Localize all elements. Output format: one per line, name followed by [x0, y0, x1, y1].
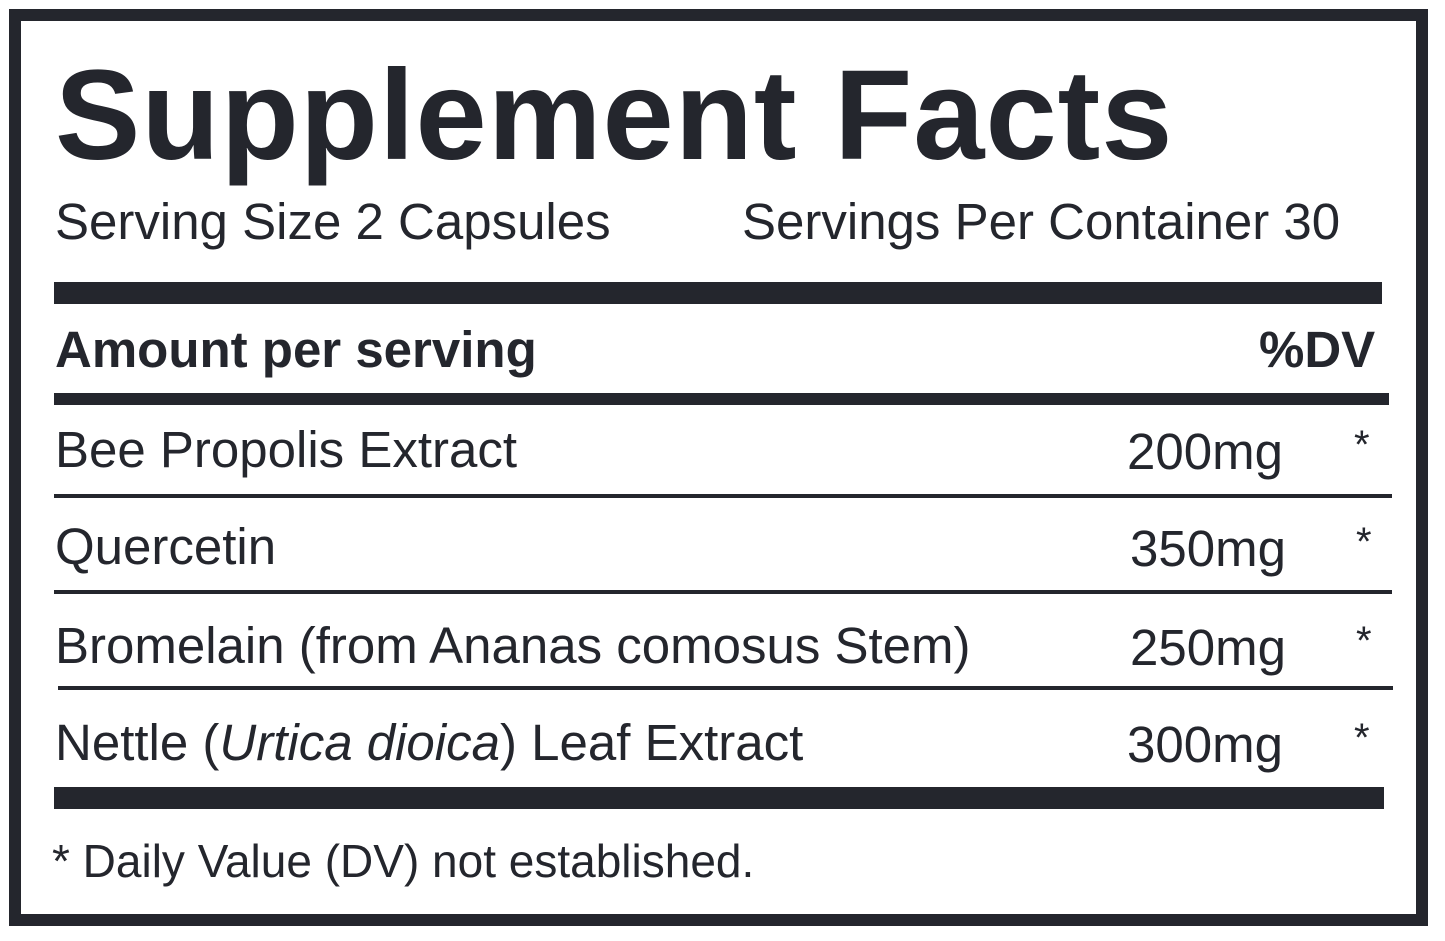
- servings-per-container: Servings Per Container 30: [742, 193, 1341, 250]
- panel-title: Supplement Facts: [55, 44, 1174, 187]
- supplement-facts-panel: [9, 9, 1428, 926]
- ingredient-latin-name: Urtica dioica: [219, 714, 500, 771]
- daily-value-header: %DV: [1259, 321, 1376, 378]
- ingredient-dv: *: [1356, 619, 1372, 663]
- serving-size: Serving Size 2 Capsules: [55, 193, 611, 250]
- ingredient-amount: 350mg: [1130, 520, 1286, 577]
- bottom-thick-divider: [54, 787, 1384, 809]
- ingredient-name: Bee Propolis Extract: [55, 421, 518, 478]
- ingredient-amount: 300mg: [1127, 716, 1283, 773]
- ingredient-dv: *: [1354, 423, 1370, 467]
- ingredient-name: Nettle (Urtica dioica) Leaf Extract: [55, 717, 803, 768]
- top-thick-divider: [54, 282, 1382, 304]
- ingredient-dv: *: [1356, 520, 1372, 564]
- ingredient-dv: *: [1354, 716, 1370, 760]
- amount-per-serving-header: Amount per serving: [55, 321, 537, 378]
- row-divider: [58, 686, 1393, 690]
- ingredient-name-prefix: Nettle (: [55, 714, 220, 771]
- ingredient-name-suffix: ) Leaf Extract: [500, 714, 804, 771]
- row-divider: [54, 494, 1392, 498]
- ingredient-amount: 200mg: [1127, 423, 1283, 480]
- header-divider: [54, 393, 1389, 405]
- ingredient-name: Quercetin: [55, 518, 277, 575]
- daily-value-footnote: * Daily Value (DV) not established.: [52, 835, 755, 887]
- row-divider: [54, 590, 1392, 594]
- ingredient-name: Bromelain (from Ananas comosus Stem): [55, 617, 971, 674]
- ingredient-amount: 250mg: [1130, 619, 1286, 676]
